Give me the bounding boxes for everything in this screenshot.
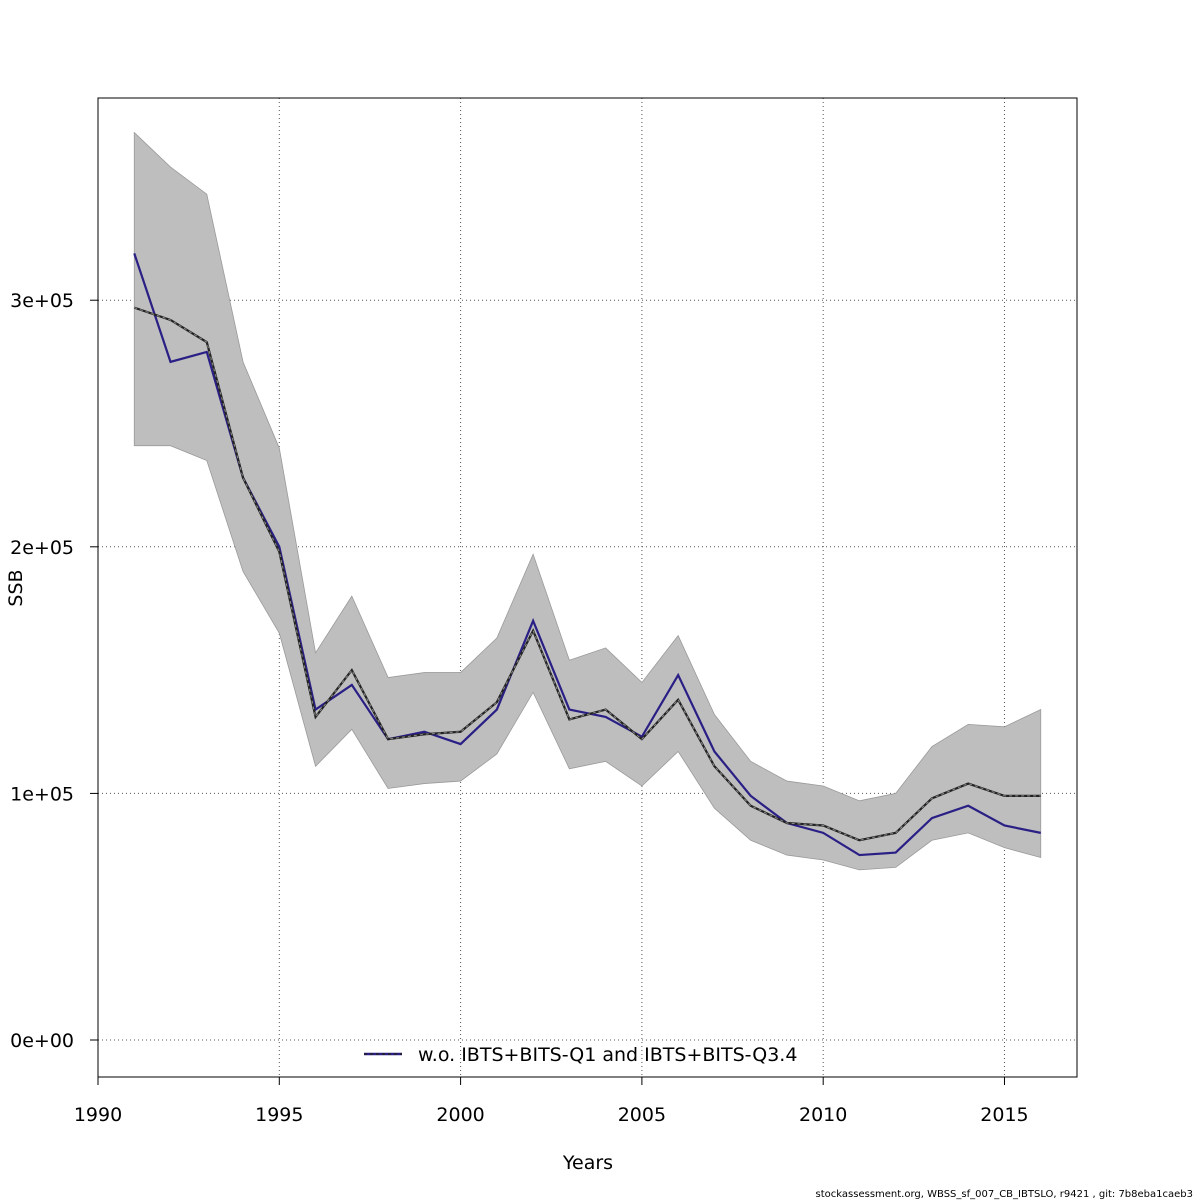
x-tick-label: 2000 [436,1104,484,1126]
legend: w.o. IBTS+BITS-Q1 and IBTS+BITS-Q3.4 [364,1044,797,1066]
x-tick-label: 2010 [799,1104,847,1126]
confidence-band [133,131,1042,871]
x-tick-label: 1995 [255,1104,303,1126]
x-axis-title: Years [562,1152,613,1174]
y-tick-label: 3e+05 [10,290,74,312]
y-tick-label: 2e+05 [10,537,74,559]
series-line-primary [133,253,1041,857]
y-axis-title: SSB [5,569,27,606]
footer-credit: stockassessment.org, WBSS_sf_007_CB_IBTS… [816,1189,1193,1200]
confidence-band-area [133,131,1042,871]
grid-lines [97,98,1077,1077]
y-tick-label: 1e+05 [10,783,74,805]
x-tick-label: 2015 [980,1104,1028,1126]
y-tick-label: 0e+00 [10,1030,74,1052]
x-axis: 1990 1995 2000 2005 2010 2015 [74,1076,1029,1126]
series-lines [133,253,1041,857]
legend-label: w.o. IBTS+BITS-Q1 and IBTS+BITS-Q3.4 [418,1044,797,1066]
series-line-reference-dash [134,307,1041,841]
x-tick-label: 2005 [618,1104,666,1126]
y-axis: 0e+00 1e+05 2e+05 3e+05 [10,290,99,1052]
plot-frame [97,97,1078,1078]
x-tick-label: 1990 [74,1104,122,1126]
